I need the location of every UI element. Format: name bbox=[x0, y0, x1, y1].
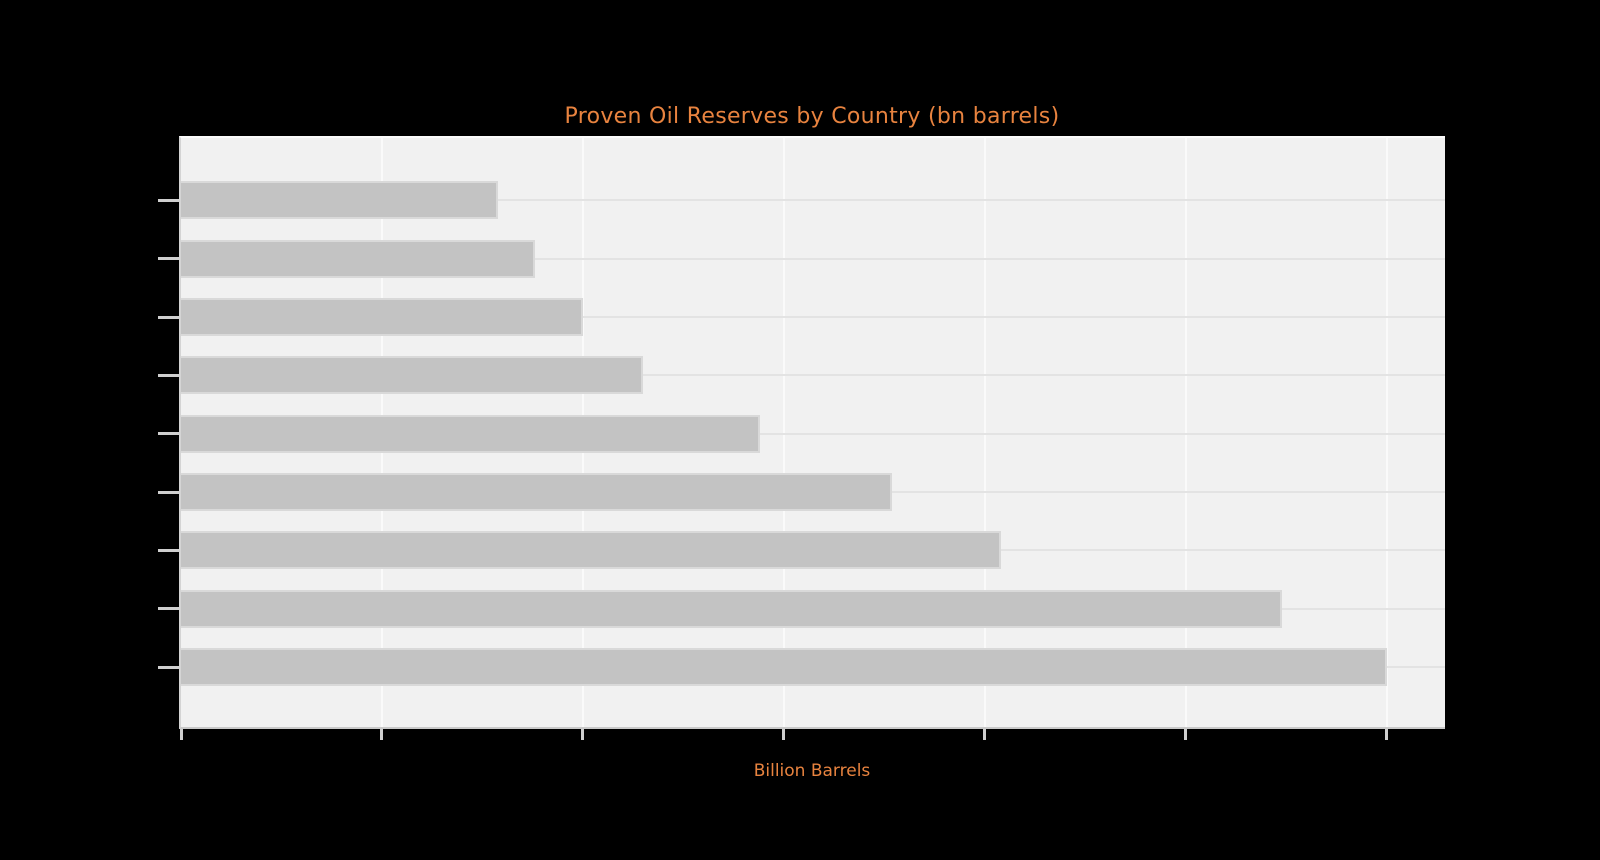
x-tick-mark bbox=[782, 729, 786, 740]
horizontal-gridline bbox=[181, 199, 1445, 202]
x-tick-mark bbox=[1184, 729, 1188, 740]
x-tick-mark bbox=[1385, 729, 1389, 740]
bar bbox=[181, 298, 583, 336]
y-tick-mark bbox=[158, 490, 179, 494]
chart-title: Proven Oil Reserves by Country (bn barre… bbox=[564, 104, 1060, 129]
bar bbox=[181, 239, 535, 278]
bar bbox=[181, 531, 1001, 570]
y-tick-mark bbox=[158, 665, 179, 669]
y-tick-mark bbox=[158, 198, 179, 202]
x-tick-mark bbox=[983, 729, 987, 740]
y-tick-mark bbox=[158, 548, 179, 552]
y-tick-mark bbox=[158, 373, 179, 377]
x-tick-mark bbox=[380, 729, 384, 740]
vertical-gridline bbox=[1184, 138, 1187, 727]
bar bbox=[181, 356, 644, 395]
x-tick-mark bbox=[179, 729, 183, 740]
y-tick-mark bbox=[158, 432, 179, 436]
horizontal-gridline bbox=[181, 316, 1445, 318]
horizontal-gridline bbox=[181, 432, 1445, 435]
vertical-gridline bbox=[782, 138, 785, 727]
y-tick-mark bbox=[158, 607, 179, 611]
bar bbox=[181, 648, 1387, 687]
bar bbox=[181, 589, 1283, 628]
y-tick-mark bbox=[158, 257, 179, 261]
bar bbox=[181, 473, 893, 512]
y-tick-mark bbox=[158, 315, 179, 319]
x-axis-label: Billion Barrels bbox=[753, 761, 871, 781]
vertical-gridline bbox=[1385, 138, 1388, 727]
bar bbox=[181, 181, 499, 220]
vertical-gridline bbox=[983, 138, 986, 727]
horizontal-gridline bbox=[181, 374, 1445, 377]
bar bbox=[181, 414, 760, 453]
x-tick-mark bbox=[581, 729, 585, 740]
horizontal-gridline bbox=[181, 257, 1445, 260]
plot-area bbox=[179, 136, 1445, 729]
